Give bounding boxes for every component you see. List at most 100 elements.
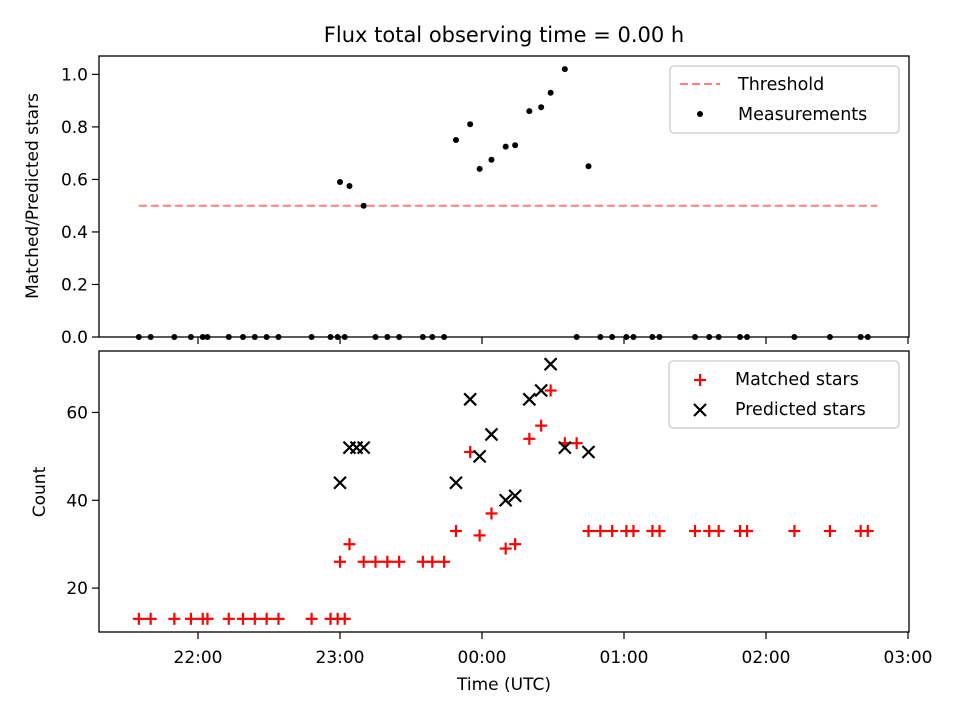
measurement-point xyxy=(585,163,592,170)
bottom-legend: Matched stars Predicted stars xyxy=(668,360,900,429)
measurement-point xyxy=(488,156,495,163)
legend-matched-label: Matched stars xyxy=(735,370,859,390)
top-y-tick-label: 0.2 xyxy=(61,275,88,295)
predicted-star-point xyxy=(498,493,513,508)
matched-star-point xyxy=(343,538,356,551)
measurement-point xyxy=(441,334,448,340)
measurement-point xyxy=(275,334,282,340)
predicted-star-point xyxy=(484,427,499,442)
bottom-legend-box xyxy=(668,360,900,429)
matched-stars-points xyxy=(132,384,874,625)
matched-star-point xyxy=(426,555,439,568)
matched-star-point xyxy=(861,525,874,538)
matched-star-point xyxy=(144,612,157,625)
measurement-point xyxy=(715,334,722,340)
measurement-point xyxy=(623,334,630,340)
matched-star-point xyxy=(272,612,285,625)
predicted-point-b xyxy=(534,383,548,398)
measurement-point xyxy=(187,334,194,340)
legend-matched-swatch xyxy=(694,374,706,386)
matched-star-point xyxy=(248,612,261,625)
predicted-star-point xyxy=(543,357,558,371)
matched-star-point xyxy=(594,525,607,538)
measurement-point xyxy=(334,334,341,340)
matched-star-point xyxy=(201,612,214,625)
measurement-point xyxy=(826,334,833,340)
measurement-point xyxy=(429,334,436,340)
measurement-point xyxy=(327,334,334,340)
measurement-point xyxy=(512,142,519,149)
matched-star-point xyxy=(132,612,145,625)
x-tick-label: 01:00 xyxy=(600,648,649,668)
legend-predicted-swatch xyxy=(693,403,707,417)
matched-star-point xyxy=(570,437,583,450)
matched-star-point xyxy=(485,507,498,520)
measurement-point xyxy=(547,89,554,96)
measurement-point xyxy=(396,334,403,340)
measurement-point xyxy=(864,334,871,340)
measurement-point xyxy=(341,334,348,340)
predicted-point-b xyxy=(558,440,572,455)
predicted-point-b xyxy=(356,440,371,455)
matched-star-point xyxy=(334,555,346,568)
top-legend: Threshold Measurements xyxy=(669,65,900,134)
top-y-tick-label: 0.8 xyxy=(61,118,88,138)
predicted-point-b xyxy=(472,449,487,464)
predicted-star-point xyxy=(581,445,596,459)
top-y-tick-label: 0.0 xyxy=(61,328,88,348)
matched-star-point xyxy=(338,612,351,625)
matched-star-point xyxy=(582,525,595,538)
predicted-stars-points xyxy=(333,357,596,508)
x-axis-label: Time (UTC) xyxy=(456,675,551,695)
matched-star-point xyxy=(689,525,701,538)
predicted-point-b xyxy=(581,445,596,459)
predicted-star-point xyxy=(508,489,522,503)
matched-star-point xyxy=(606,525,619,538)
measurement-point xyxy=(744,334,751,340)
matched-star-point xyxy=(369,555,382,568)
measurement-point xyxy=(135,334,142,340)
matched-star-point xyxy=(393,555,406,568)
measurement-point xyxy=(225,334,232,340)
matched-star-point xyxy=(381,555,394,568)
matched-star-point xyxy=(449,525,462,538)
predicted-star-point xyxy=(333,475,347,490)
matched-star-point xyxy=(499,542,512,555)
matched-star-point xyxy=(357,555,370,568)
measurement-point xyxy=(251,334,258,340)
measurement-points xyxy=(135,66,871,340)
predicted-star-point xyxy=(463,392,477,407)
measurement-point xyxy=(204,334,211,340)
bottom-y-tick-label: 60 xyxy=(66,403,88,423)
matched-star-point xyxy=(823,525,836,538)
measurement-point xyxy=(526,108,533,115)
matched-star-point xyxy=(438,555,451,568)
legend-threshold-label: Threshold xyxy=(737,75,824,95)
top-y-tick-label: 0.4 xyxy=(61,223,88,243)
matched-star-point xyxy=(509,538,522,551)
measurement-point xyxy=(384,334,391,340)
measurement-point xyxy=(419,334,426,340)
predicted-point-b xyxy=(484,427,499,442)
predicted-star-point xyxy=(449,475,463,490)
chart-title: Flux total observing time = 0.00 h xyxy=(324,23,684,47)
top-panel: 0.0 0.2 0.4 0.6 0.8 1.0 Matched/Predicted sta… xyxy=(23,55,910,348)
measurement-point xyxy=(360,202,367,209)
measurement-point xyxy=(337,179,343,186)
bottom-y-tick-label: 40 xyxy=(66,491,88,511)
measurement-point xyxy=(561,66,568,73)
measurement-point xyxy=(467,121,474,128)
predicted-star-point xyxy=(356,440,371,455)
measurement-point xyxy=(609,334,616,340)
x-tick-label: 03:00 xyxy=(884,648,933,668)
matched-star-point xyxy=(653,525,666,538)
bottom-y-tick-label: 20 xyxy=(66,579,88,599)
bottom-panel: 20 40 60 22:00 23:00 00:00 01:00 02:00 03:00 Co… xyxy=(30,350,933,695)
measurement-point xyxy=(791,334,798,340)
predicted-point-b xyxy=(333,475,347,490)
measurement-point xyxy=(573,334,580,340)
matched-star-point xyxy=(222,612,235,625)
matched-star-point xyxy=(788,525,801,538)
predicted-star-point xyxy=(534,383,548,398)
